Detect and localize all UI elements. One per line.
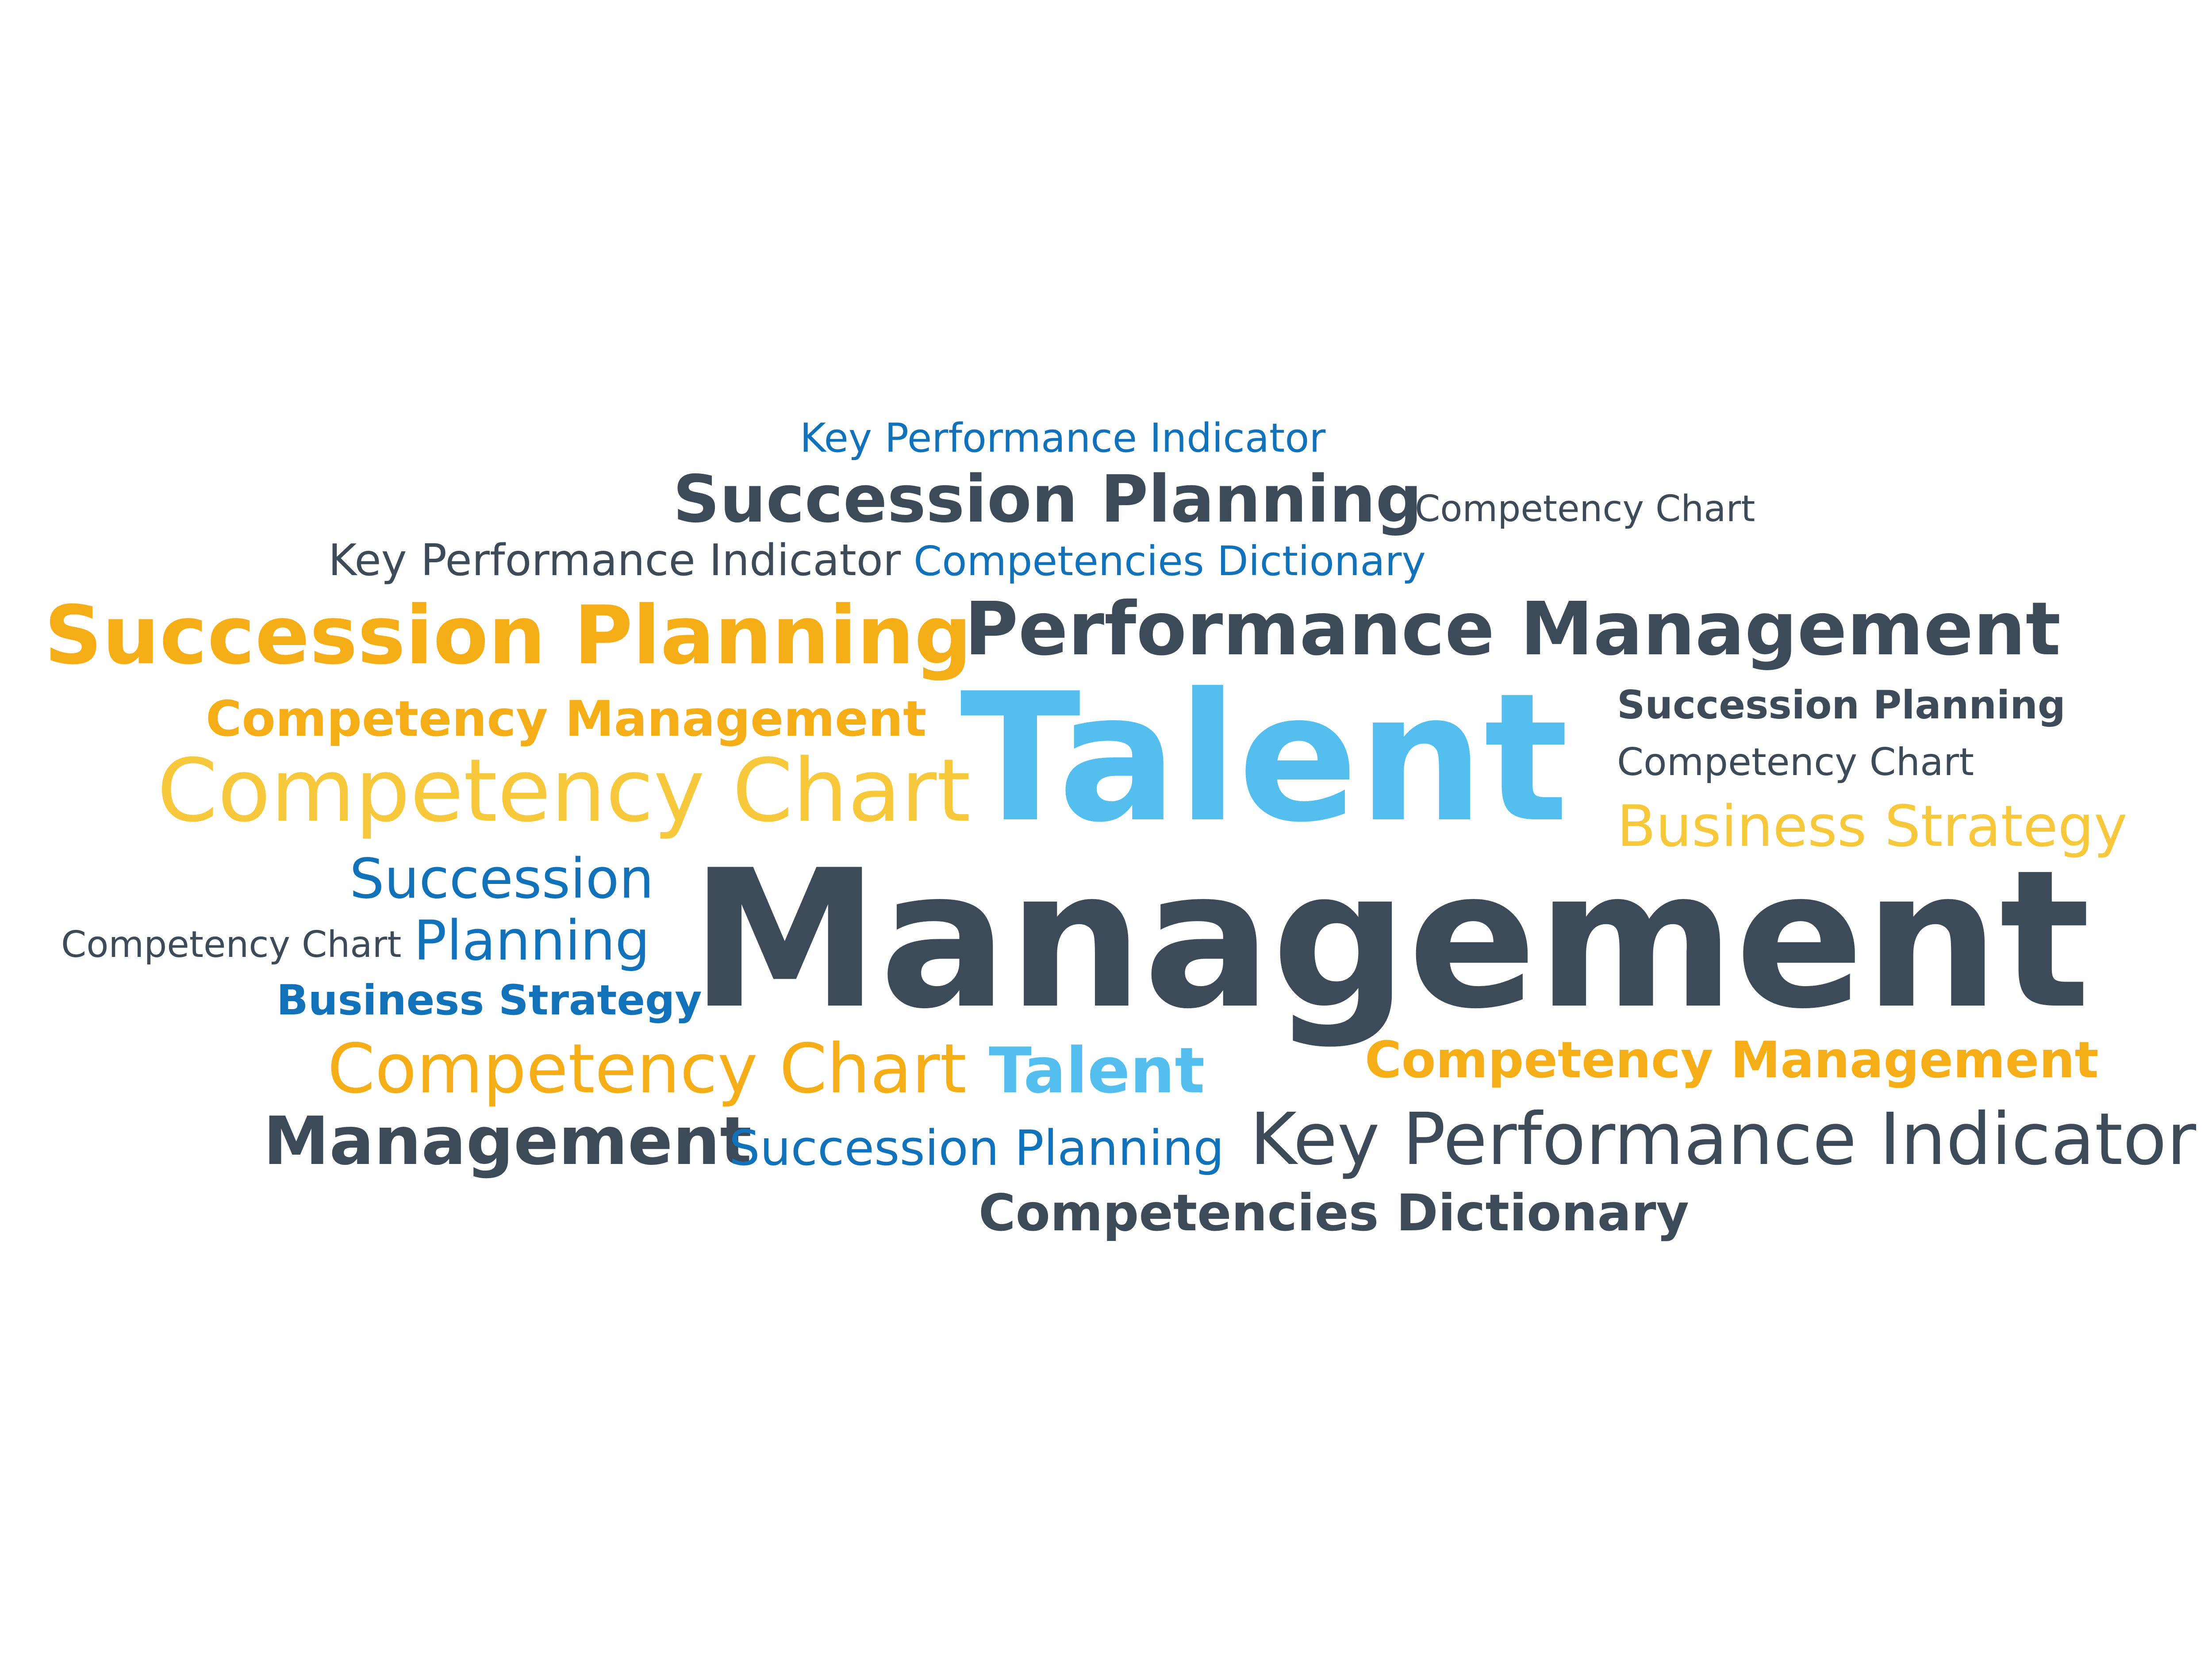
word-talent-small: Talent bbox=[989, 1034, 1205, 1107]
word-succession-blue: Succession bbox=[349, 847, 654, 911]
word-succession-planning-dark-right: Succession Planning bbox=[1617, 682, 2066, 728]
word-competencies-dictionary-blue: Competencies Dictionary bbox=[914, 538, 1426, 585]
word-competency-chart-left: Competency Chart bbox=[61, 924, 402, 966]
word-competency-chart-right: Competency Chart bbox=[1617, 740, 1974, 784]
word-talent-large: Talent bbox=[960, 656, 1569, 861]
word-competencies-dictionary-dark: Competencies Dictionary bbox=[979, 1183, 1689, 1242]
word-management-medium: Management bbox=[263, 1103, 752, 1180]
word-business-strategy-blue: Business Strategy bbox=[276, 976, 702, 1025]
word-competency-management-orange-right: Competency Management bbox=[1365, 1031, 2099, 1089]
word-business-strategy-yellow: Business Strategy bbox=[1617, 794, 2128, 860]
word-competency-chart-orange: Competency Chart bbox=[327, 1029, 967, 1109]
word-succession-planning-orange: Succession Planning bbox=[44, 588, 972, 682]
word-management-largest: Management bbox=[690, 830, 2091, 1051]
word-planning-blue: Planning bbox=[414, 909, 650, 973]
word-competency-chart-yellow-large: Competency Chart bbox=[157, 741, 971, 841]
word-performance-management: Performance Management bbox=[964, 587, 2061, 672]
word-competency-chart-top-right: Competency Chart bbox=[1415, 488, 1755, 530]
word-competency-management-orange-left: Competency Management bbox=[206, 691, 927, 748]
word-key-performance-indicator-large: Key Performance Indicator bbox=[1250, 1098, 2197, 1181]
word-succession-planning-blue-bottom: Succession Planning bbox=[729, 1120, 1225, 1176]
word-succession-planning-dark-top: Succession Planning bbox=[673, 461, 1422, 537]
word-key-performance-indicator-left: Key Performance Indicator bbox=[328, 535, 901, 586]
word-key-performance-indicator-top: Key Performance Indicator bbox=[800, 415, 1326, 461]
